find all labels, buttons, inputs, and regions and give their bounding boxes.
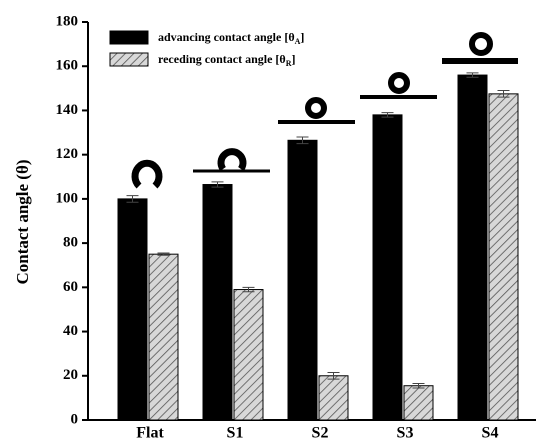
y-tick-label: 80	[63, 235, 78, 251]
y-tick-label: 0	[71, 411, 79, 427]
y-axis-label: Contact angle (θ)	[13, 159, 32, 284]
x-tick-label: S2	[312, 425, 329, 442]
y-tick-label: 160	[56, 58, 79, 74]
legend-label: receding contact angle [θR]	[158, 52, 295, 68]
bar	[149, 254, 178, 420]
y-tick-label: 140	[56, 102, 79, 118]
y-tick-label: 120	[56, 146, 79, 162]
y-tick-label: 20	[63, 367, 78, 383]
legend-swatch	[110, 31, 148, 44]
y-tick-label: 40	[63, 323, 78, 339]
legend-label: advancing contact angle [θA]	[158, 30, 304, 46]
y-tick-label: 60	[63, 279, 78, 295]
x-tick-label: S1	[227, 425, 244, 442]
x-tick-label: S4	[482, 425, 499, 442]
bar	[118, 199, 147, 420]
chart: Contact angle (θ) 0 20 40 60 80 100 120 140 160 1…	[0, 0, 540, 444]
x-tick-label: Flat	[136, 425, 164, 442]
x-tick-label: S3	[397, 425, 414, 442]
bar	[489, 94, 518, 420]
bar	[404, 386, 433, 420]
legend-swatch	[110, 53, 148, 66]
bar	[458, 75, 487, 420]
y-tick-label: 180	[56, 13, 79, 29]
bar	[288, 140, 317, 420]
y-tick-label: 100	[56, 190, 79, 206]
bar	[373, 115, 402, 420]
bar	[234, 290, 263, 420]
bar	[203, 185, 232, 420]
bar	[319, 376, 348, 420]
